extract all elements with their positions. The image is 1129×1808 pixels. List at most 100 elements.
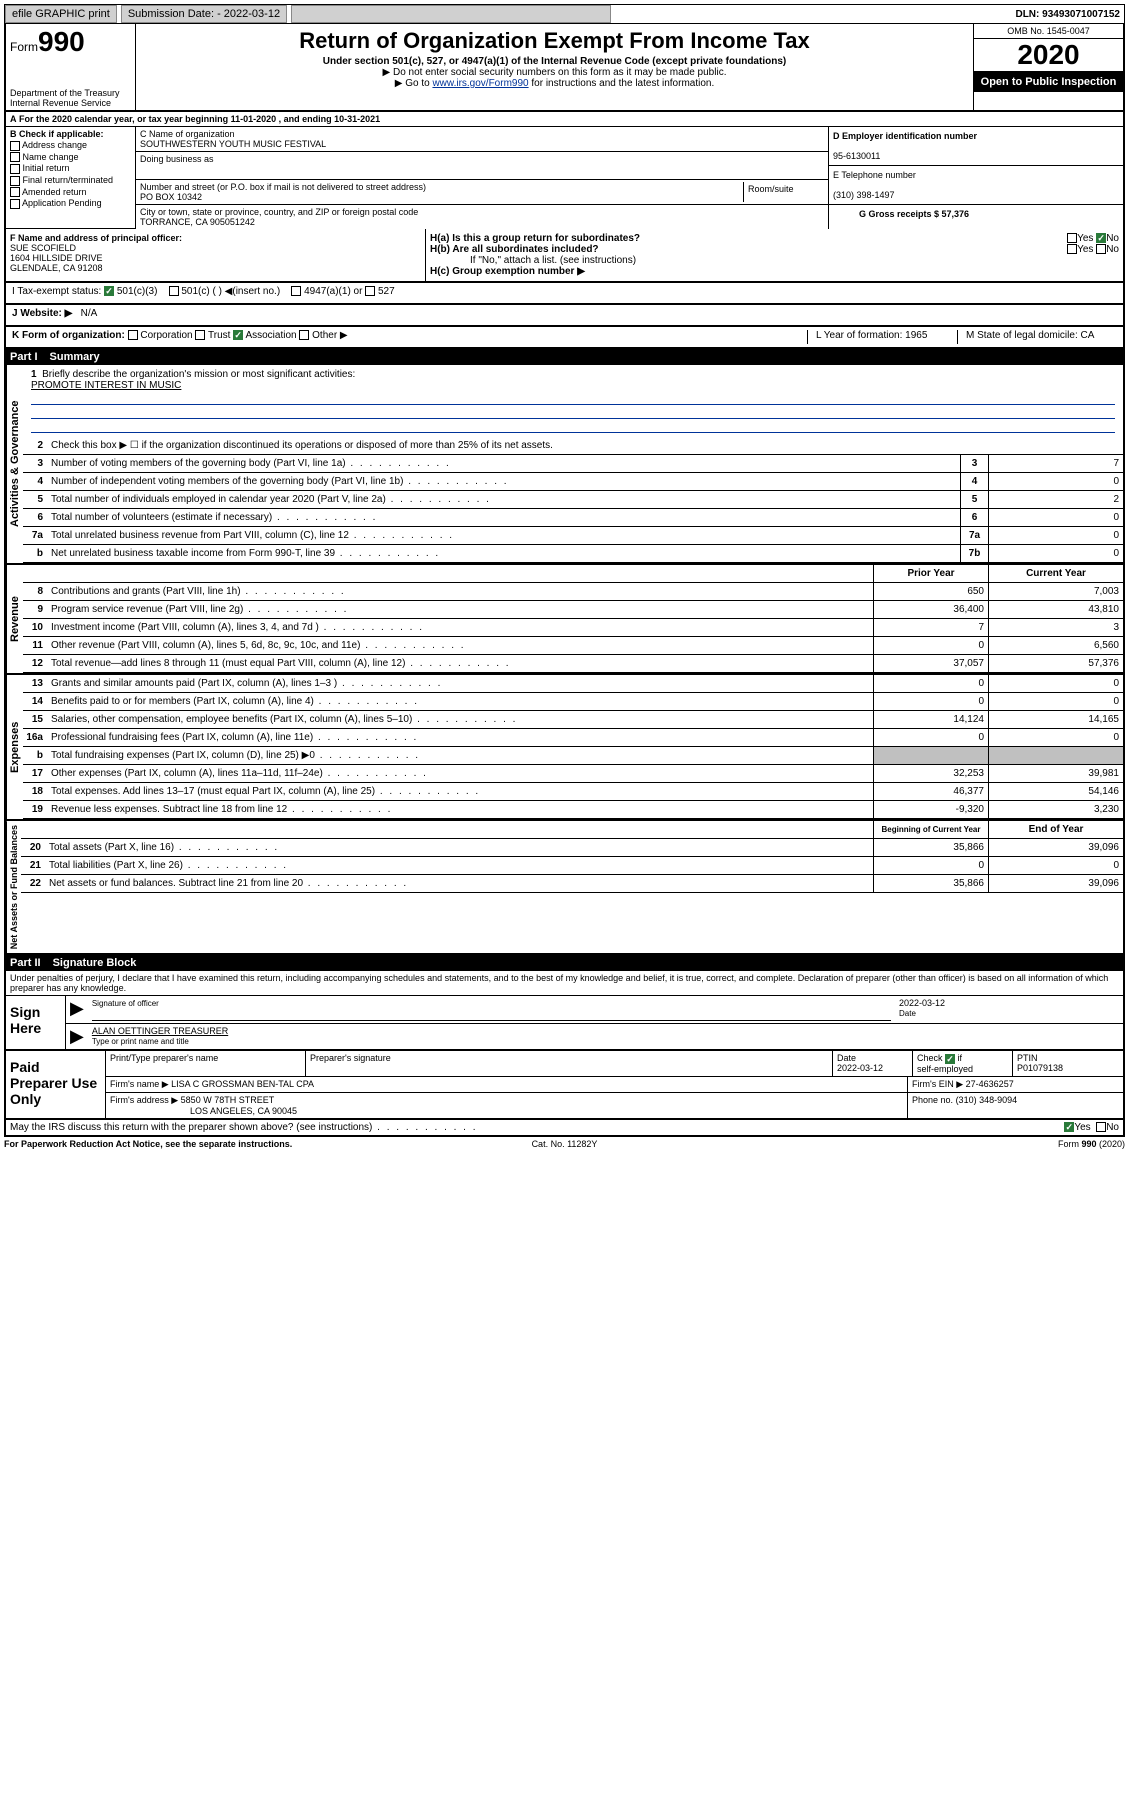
website-row: J Website: ▶ N/A [4,305,1125,327]
part2-header: Part IISignature Block [4,955,1125,971]
omb-number: OMB No. 1545-0047 [974,24,1123,39]
mission-text: PROMOTE INTEREST IN MUSIC [31,380,181,391]
status-501c3[interactable]: 501(c)(3) [117,286,158,297]
dept-label: Department of the Treasury [10,88,131,98]
table-row: 6Total number of volunteers (estimate if… [23,509,1123,527]
col-prior: Prior Year [873,565,988,582]
gross-receipts: G Gross receipts $ 57,376 [859,209,969,219]
table-row: 16aProfessional fundraising fees (Part I… [23,729,1123,747]
form990-link[interactable]: www.irs.gov/Form990 [432,78,528,89]
website-value: N/A [81,308,98,319]
sig-officer-label: Signature of officer [92,999,159,1008]
table-row: 22Net assets or fund balances. Subtract … [21,875,1123,893]
org-name: SOUTHWESTERN YOUTH MUSIC FESTIVAL [140,139,326,149]
table-row: 12Total revenue—add lines 8 through 11 (… [23,655,1123,673]
ein-label: D Employer identification number [833,131,977,141]
chk-initial[interactable]: Initial return [23,163,70,173]
form-title: Return of Organization Exempt From Incom… [144,28,965,54]
korg-trust[interactable]: Trust [208,330,230,341]
netassets-section: Net Assets or Fund Balances Beginning of… [4,821,1125,955]
form-number: Form990 [10,26,131,58]
korg-assoc[interactable]: Association [245,330,296,341]
table-row: 21Total liabilities (Part X, line 26)00 [21,857,1123,875]
phone-value: (310) 398-1497 [833,190,895,200]
open-inspection: Open to Public Inspection [974,72,1123,92]
signature-block: Under penalties of perjury, I declare th… [4,971,1125,1051]
addr-label: Number and street (or P.O. box if mail i… [140,182,426,192]
table-row: 9Program service revenue (Part VIII, lin… [23,601,1123,619]
table-row: 7aTotal unrelated business revenue from … [23,527,1123,545]
q1-label: Briefly describe the organization's miss… [42,369,355,380]
officer-name-title: ALAN OETTINGER TREASURER [92,1026,228,1036]
paid-preparer: Paid Preparer Use Only Print/Type prepar… [4,1051,1125,1120]
declaration-text: Under penalties of perjury, I declare th… [6,971,1123,996]
firm-addr1: 5850 W 78TH STREET [181,1095,275,1105]
footer-form: Form 990 (2020) [751,1139,1125,1149]
side-label-rev: Revenue [6,565,23,673]
irs-label: Internal Revenue Service [10,98,131,108]
korg-corp[interactable]: Corporation [140,330,192,341]
firm-addr2: LOS ANGELES, CA 90045 [110,1106,297,1116]
paid-label: Paid Preparer Use Only [6,1051,106,1118]
room-label: Room/suite [748,184,794,194]
subtitle-3: ▶ Go to www.irs.gov/Form990 for instruct… [144,78,965,89]
table-row: 11Other revenue (Part VIII, column (A), … [23,637,1123,655]
status-501c[interactable]: 501(c) ( ) ◀(insert no.) [181,286,280,297]
section-a: A For the 2020 calendar year, or tax yea… [6,112,1123,127]
status-4947[interactable]: 4947(a)(1) or [304,286,362,297]
table-row: 17Other expenses (Part IX, column (A), l… [23,765,1123,783]
sig-date: 2022-03-12 [899,998,945,1008]
self-employed-check[interactable]: Check ✓ ifself-employed [913,1051,1013,1076]
part1-header: Part ISummary [4,349,1125,365]
table-row: 18Total expenses. Add lines 13–17 (must … [23,783,1123,801]
side-label-exp: Expenses [6,675,23,819]
chk-pending[interactable]: Application Pending [22,198,102,208]
page-footer: For Paperwork Reduction Act Notice, see … [4,1137,1125,1151]
chk-final[interactable]: Final return/terminated [23,175,114,185]
tax-status-row: I Tax-exempt status: ✓ 501(c)(3) 501(c) … [4,283,1125,305]
table-row: bNet unrelated business taxable income f… [23,545,1123,563]
korg-other[interactable]: Other ▶ [312,330,347,341]
q2-label: Check this box ▶ ☐ if the organization d… [47,438,1123,453]
hc-label: H(c) Group exemption number ▶ [430,266,585,277]
table-row: 20Total assets (Part X, line 16)35,86639… [21,839,1123,857]
table-row: 5Total number of individuals employed in… [23,491,1123,509]
chk-name[interactable]: Name change [23,152,79,162]
subtitle-2: ▶ Do not enter social security numbers o… [144,67,965,78]
prep-sig-hdr: Preparer's signature [306,1051,833,1076]
submission-date[interactable]: Submission Date: - 2022-03-12 [121,5,287,23]
chk-amended[interactable]: Amended return [22,187,87,197]
part1-body: Activities & Governance 1 Briefly descri… [4,365,1125,565]
firm-phone: (310) 348-9094 [956,1095,1018,1105]
col-end: End of Year [988,821,1123,838]
section-bcd: B Check if applicable: Address change Na… [4,127,1125,229]
side-label-ag: Activities & Governance [6,365,23,563]
status-527[interactable]: 527 [378,286,395,297]
state-domicile: M State of legal domicile: CA [957,330,1117,344]
b-check-section: B Check if applicable: Address change Na… [6,127,136,229]
chk-address[interactable]: Address change [22,140,87,150]
subtitle-1: Under section 501(c), 527, or 4947(a)(1)… [144,56,965,67]
discuss-row: May the IRS discuss this return with the… [4,1120,1125,1137]
expenses-section: Expenses 13Grants and similar amounts pa… [4,675,1125,821]
officer-name: SUE SCOFIELD [10,243,76,253]
table-row: 8Contributions and grants (Part VIII, li… [23,583,1123,601]
efile-label[interactable]: efile GRAPHIC print [5,5,117,23]
top-bar: efile GRAPHIC print Submission Date: - 2… [4,4,1125,24]
section-fh: F Name and address of principal officer:… [4,229,1125,283]
officer-addr1: 1604 HILLSIDE DRIVE [10,253,103,263]
table-row: 15Salaries, other compensation, employee… [23,711,1123,729]
table-row: 10Investment income (Part VIII, column (… [23,619,1123,637]
blank-btn [291,5,611,23]
table-row: bTotal fundraising expenses (Part IX, co… [23,747,1123,765]
footer-cat: Cat. No. 11282Y [378,1139,752,1149]
col-current: Current Year [988,565,1123,582]
dln: DLN: 93493071007152 [1015,9,1124,20]
table-row: 14Benefits paid to or for members (Part … [23,693,1123,711]
officer-addr2: GLENDALE, CA 91208 [10,263,103,273]
revenue-section: Revenue Prior YearCurrent Year 8Contribu… [4,565,1125,675]
footer-left: For Paperwork Reduction Act Notice, see … [4,1139,292,1149]
firm-name: LISA C GROSSMAN BEN-TAL CPA [171,1079,314,1089]
ein-value: 95-6130011 [833,151,880,161]
side-label-net: Net Assets or Fund Balances [6,821,21,953]
